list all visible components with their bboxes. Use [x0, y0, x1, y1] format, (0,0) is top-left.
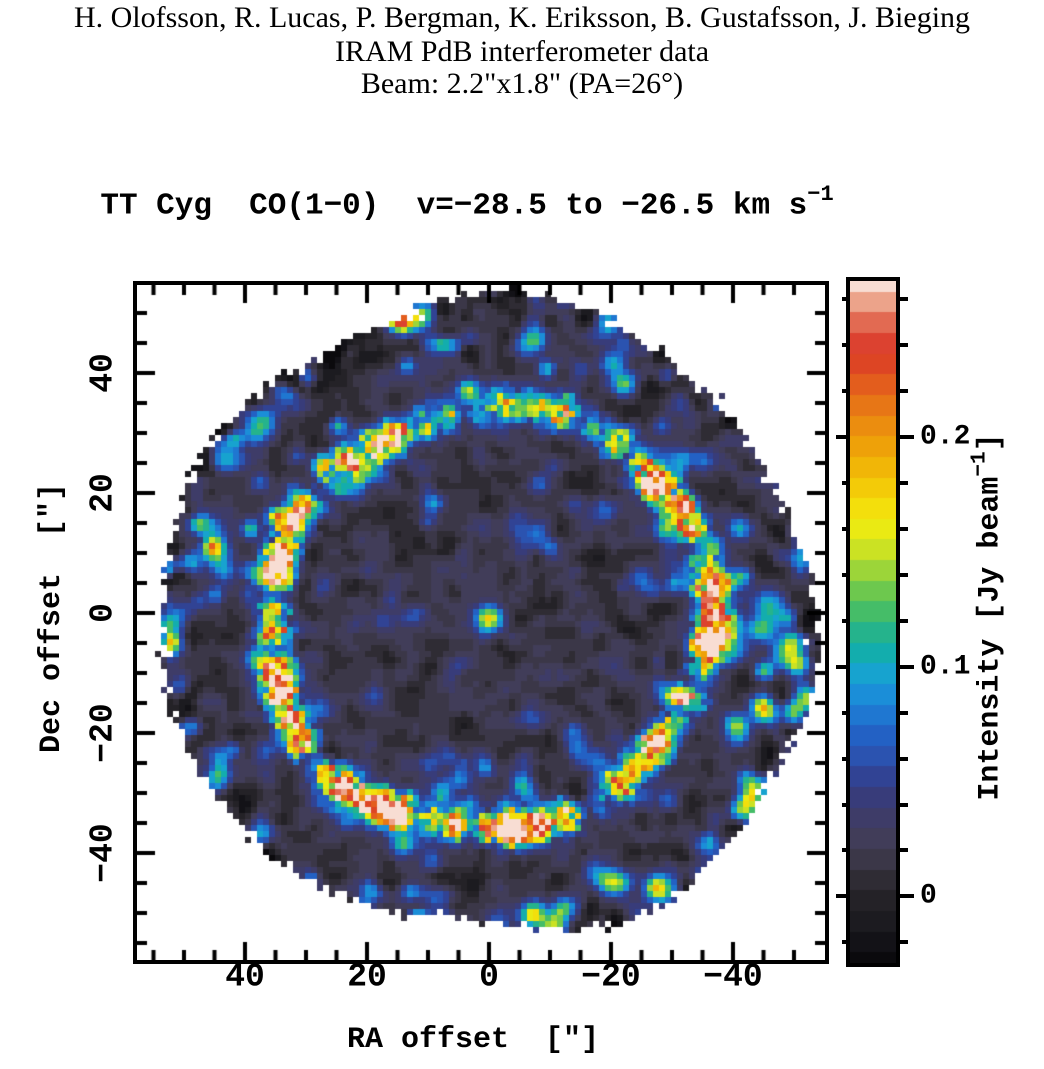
- colorbar-tick: [842, 756, 850, 761]
- plot-title-exponent: −1: [807, 182, 834, 207]
- colorbar-tick: [896, 894, 914, 899]
- colorbar-tick-label: 0.1: [920, 651, 971, 683]
- header-authors: H. Olofsson, R. Lucas, P. Bergman, K. Er…: [73, 1, 971, 34]
- colorbar-tick: [842, 618, 850, 623]
- y-tick-label: 40: [84, 353, 122, 393]
- x-tick-label: 40: [225, 958, 265, 996]
- x-tick-label: 0: [479, 958, 499, 996]
- colorbar-tick: [842, 848, 850, 853]
- colorbar-tick: [896, 664, 914, 669]
- colorbar-tick: [896, 481, 908, 486]
- colorbar-tick: [896, 527, 908, 531]
- colorbar-tick-label: 0.2: [920, 421, 971, 453]
- colorbar-tick: [842, 343, 850, 348]
- colorbar-tick: [842, 710, 850, 715]
- x-tick-label: −40: [703, 958, 763, 996]
- colorbar-tick: [896, 435, 914, 440]
- colorbar-tick: [836, 894, 850, 899]
- colorbar-tick: [896, 710, 908, 715]
- colorbar-title-text: Intensity [Jy beam: [973, 476, 1008, 801]
- header-beam: Beam: 2.2"x1.8" (PA=26°): [360, 67, 684, 100]
- colorbar-tick: [842, 802, 850, 807]
- colorbar-tick: [896, 297, 908, 302]
- colorbar-tick: [836, 664, 850, 669]
- colorbar-tick: [896, 802, 908, 807]
- colorbar-title: Intensity [Jy beam−1]: [968, 433, 1008, 801]
- colorbar-tick: [896, 756, 908, 761]
- colorbar-tick: [842, 297, 850, 302]
- plot-title: TT Cyg CO(1−0) v=−28.5 to −26.5 km s−1: [100, 182, 834, 224]
- colorbar-tick: [896, 572, 908, 577]
- colorbar-tick: [836, 435, 850, 440]
- colorbar-title-exponent: −1: [968, 451, 992, 477]
- header-instrument: IRAM PdB interferometer data: [334, 35, 710, 68]
- colorbar-frame: [846, 277, 900, 967]
- plot-title-text: TT Cyg CO(1−0) v=−28.5 to −26.5 km s: [100, 188, 808, 224]
- colorbar-tick: [896, 618, 908, 623]
- colorbar-tick: [896, 389, 908, 394]
- colorbar-gradient: [850, 281, 896, 963]
- colorbar-tick: [842, 527, 850, 531]
- colorbar-tick: [842, 940, 850, 945]
- x-axis-title: RA offset ["]: [346, 1023, 600, 1057]
- colorbar-tick: [842, 572, 850, 577]
- colorbar-tick: [896, 343, 908, 348]
- colorbar-tick-label: 0: [920, 880, 937, 912]
- y-tick-label: −40: [84, 823, 122, 883]
- map-frame: [133, 281, 829, 964]
- colorbar-tick: [842, 481, 850, 486]
- co-map-image: [137, 285, 825, 960]
- colorbar-tick: [896, 940, 908, 945]
- y-tick-label: 0: [84, 603, 122, 623]
- colorbar-title-bracket: ]: [973, 433, 1008, 452]
- y-axis-title: Dec offset ["]: [35, 482, 69, 754]
- y-tick-label: −20: [84, 703, 122, 763]
- x-tick-label: −20: [581, 958, 641, 996]
- colorbar-tick: [842, 389, 850, 394]
- x-tick-label: 20: [347, 958, 387, 996]
- y-tick-label: 20: [84, 473, 122, 513]
- colorbar-tick: [896, 848, 908, 853]
